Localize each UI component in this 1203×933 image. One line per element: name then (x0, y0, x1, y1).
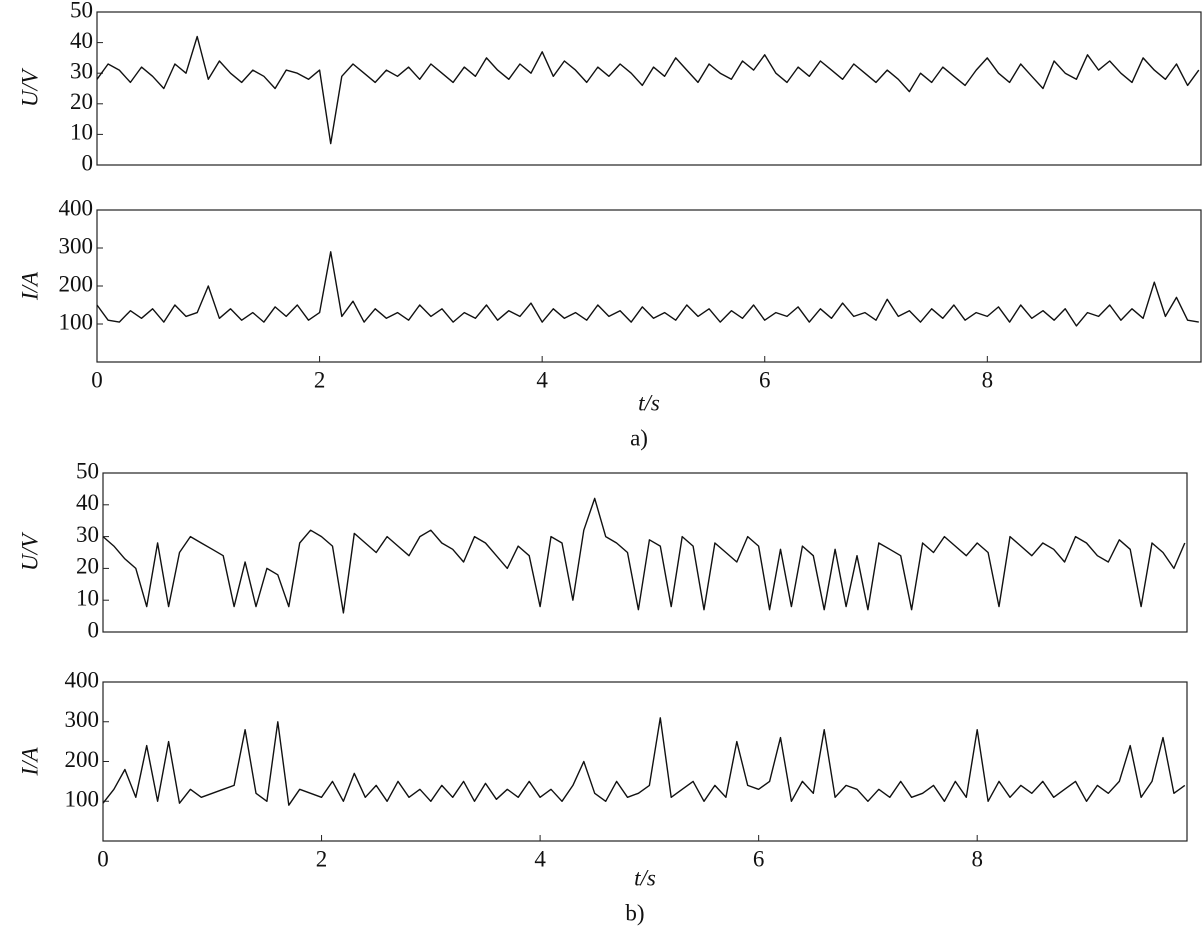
y-axis-label: I/A (17, 747, 42, 777)
trace (96, 251, 1199, 327)
y-tick-label: 20 (70, 89, 93, 114)
y-axis-label: U/V (17, 67, 42, 107)
y-tick-label: 0 (88, 617, 100, 642)
caption: b) (625, 900, 644, 925)
x-tick-label: 4 (536, 367, 548, 392)
y-tick-label: 200 (59, 271, 94, 296)
y-tick-label: 300 (65, 707, 100, 732)
x-tick-label: 2 (314, 367, 326, 392)
y-axis-label: I/A (17, 271, 42, 301)
y-axis-label: U/V (17, 531, 42, 571)
trace (102, 717, 1186, 806)
x-axis-label: t/s (638, 390, 660, 415)
y-tick-label: 10 (76, 585, 99, 610)
y-tick-label: 200 (65, 747, 100, 772)
x-tick-label: 0 (91, 367, 103, 392)
plot-frame (96, 11, 1202, 166)
y-tick-label: 0 (82, 150, 94, 175)
plot-frame (102, 681, 1188, 842)
y-tick-label: 20 (76, 554, 99, 579)
y-tick-label: 40 (76, 490, 99, 515)
y-tick-label: 400 (65, 667, 100, 692)
x-tick-label: 2 (316, 846, 328, 871)
y-tick-label: 30 (76, 522, 99, 547)
x-tick-label: 4 (534, 846, 546, 871)
x-axis-label: t/s (634, 865, 656, 890)
plot-frame (96, 209, 1202, 363)
x-tick-label: 6 (753, 846, 765, 871)
y-tick-label: 300 (59, 233, 94, 258)
caption: a) (630, 425, 648, 450)
x-tick-label: 8 (982, 367, 994, 392)
y-tick-label: 50 (76, 458, 99, 483)
x-tick-label: 6 (759, 367, 771, 392)
y-tick-label: 50 (70, 0, 93, 22)
y-tick-label: 30 (70, 58, 93, 83)
y-tick-label: 40 (70, 28, 93, 53)
x-tick-label: 0 (97, 846, 109, 871)
trace (102, 497, 1186, 614)
plot-frame (102, 472, 1188, 633)
trace (96, 35, 1200, 145)
x-tick-label: 8 (971, 846, 983, 871)
y-tick-label: 10 (70, 120, 93, 145)
y-tick-label: 400 (59, 195, 94, 220)
y-tick-label: 100 (59, 309, 94, 334)
y-tick-label: 100 (65, 787, 100, 812)
